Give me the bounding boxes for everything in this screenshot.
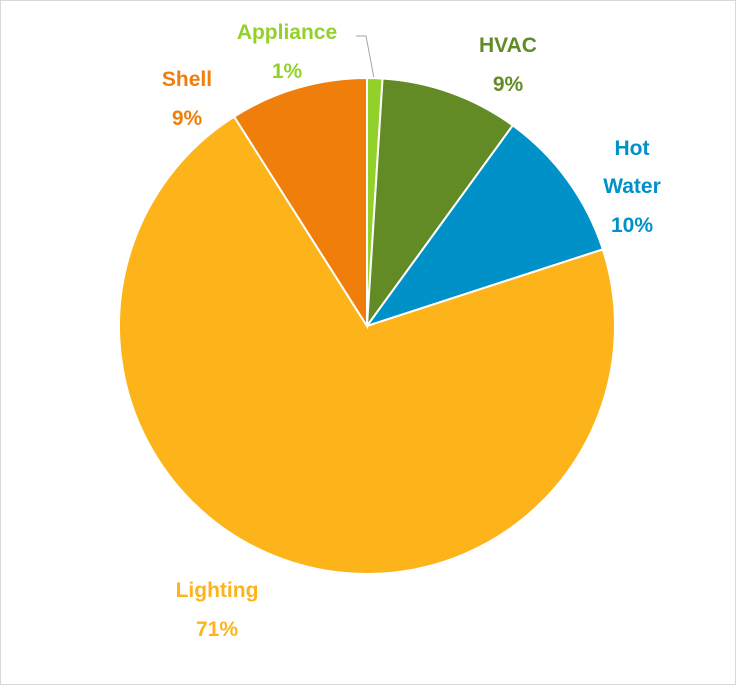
category-label: Lighting [175, 579, 259, 602]
category-label: Appliance [236, 21, 338, 44]
value-label: 71% [195, 618, 239, 641]
value-label: 10% [610, 214, 654, 237]
slice-label: HVAC 9% [448, 27, 568, 105]
value-label: 9% [492, 73, 524, 96]
pie-slice [365, 77, 515, 330]
slice-label: Hot Water 10% [592, 130, 672, 246]
slice-label: Shell 9% [127, 61, 247, 139]
pie-slice [118, 115, 616, 575]
pie-slice [232, 76, 368, 330]
category-label: HVAC [479, 34, 537, 57]
slice-label: Appliance 1% [207, 14, 367, 92]
pie-slice [364, 123, 605, 328]
slice-label: Lighting 71% [137, 572, 297, 650]
value-label: 1% [271, 60, 303, 83]
category-label: Shell [161, 68, 213, 91]
category-label: Hot Water [603, 137, 661, 198]
value-label: 9% [171, 107, 203, 130]
leader-line [356, 35, 375, 79]
